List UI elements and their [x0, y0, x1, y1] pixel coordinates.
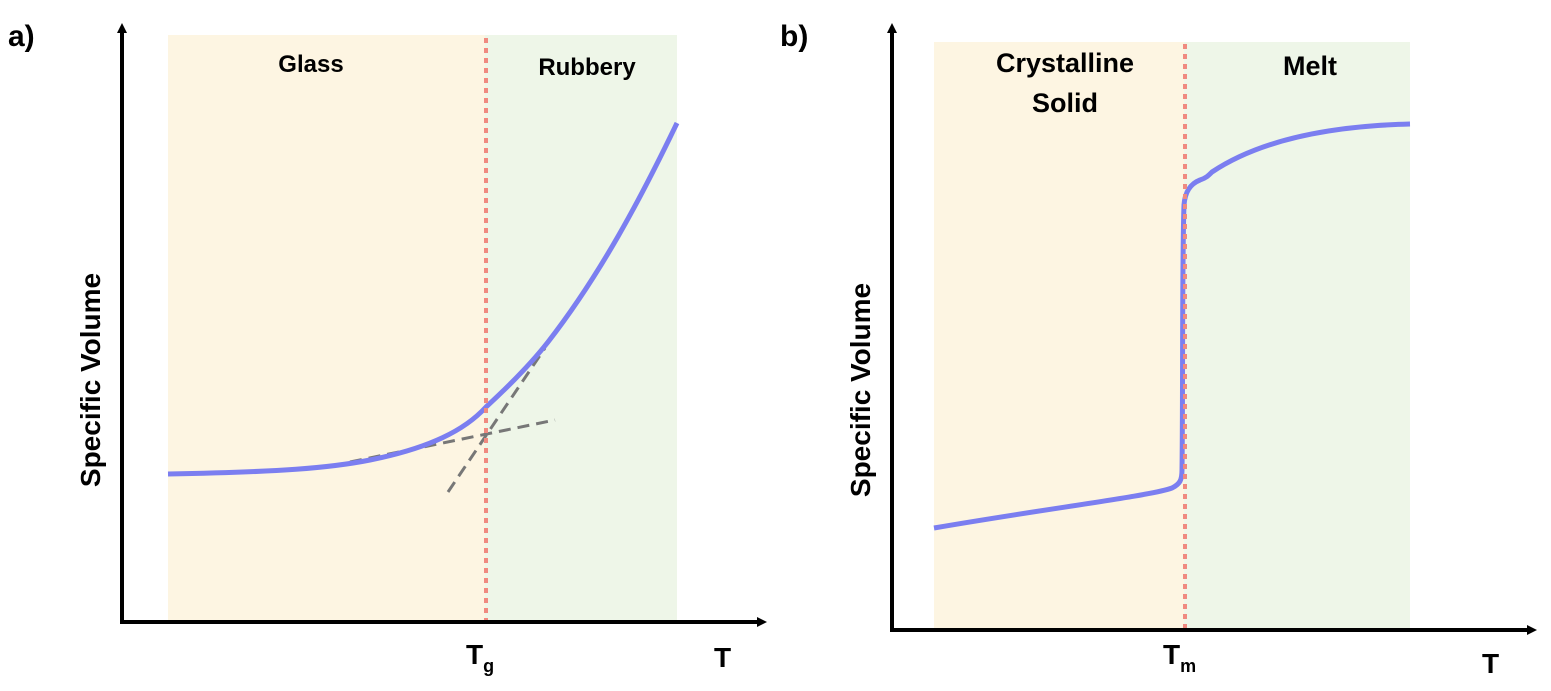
tg-label: Tg	[466, 639, 494, 676]
melt-region	[1184, 42, 1410, 629]
y-axis-label: Specific Volume	[845, 283, 876, 497]
panel-a: a) Glass Rubbery Specific Volume Tg T	[8, 20, 767, 676]
panel-label: b)	[780, 20, 808, 53]
glass-region	[168, 35, 485, 621]
specific-volume-curve	[167, 121, 680, 477]
x-axis-label: T	[714, 642, 731, 673]
crystalline-label: Crystalline	[996, 48, 1134, 78]
solid-label: Solid	[1032, 88, 1098, 118]
glass-label: Glass	[278, 51, 343, 78]
y-axis-label: Specific Volume	[75, 273, 106, 487]
rubbery-label: Rubbery	[538, 54, 636, 81]
tm-label: Tm	[1163, 639, 1196, 676]
crystalline-region	[934, 42, 1184, 629]
tangent-line-rubbery	[446, 347, 547, 493]
tangent-line-glass	[349, 418, 556, 464]
x-axis-label: T	[1482, 648, 1499, 679]
melt-label: Melt	[1283, 51, 1337, 81]
panel-label: a)	[8, 20, 35, 53]
panel-b: b) Crystalline Solid Melt Specific Volum…	[780, 20, 1537, 679]
rubbery-region	[485, 35, 677, 621]
